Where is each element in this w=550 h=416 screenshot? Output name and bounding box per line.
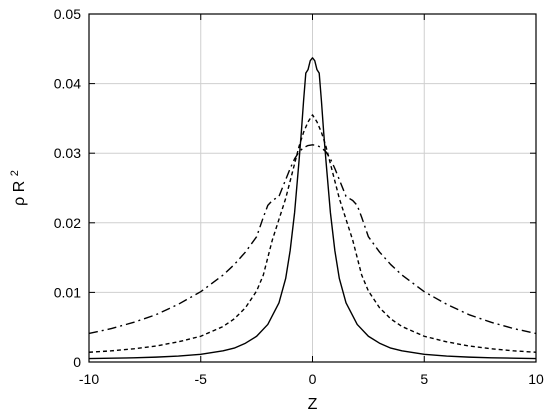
x-tick-label: -5 [195, 371, 208, 387]
y-axis-label-base: ρ R [11, 181, 28, 206]
x-tick-label: 5 [420, 371, 428, 387]
y-tick-label: 0.01 [54, 284, 81, 300]
grid-lines [89, 14, 536, 362]
series-line-dashed [88, 114, 537, 353]
x-tick-label: 10 [528, 371, 544, 387]
y-tick-labels: 0 0.01 0.02 0.03 0.04 0.05 [54, 6, 81, 370]
tick-marks [88, 13, 537, 363]
x-tick-labels: -10 -5 0 5 10 [79, 371, 544, 387]
x-tick-label: -10 [79, 371, 99, 387]
y-tick-label: 0.03 [54, 145, 81, 161]
y-tick-label: 0.05 [54, 6, 81, 22]
y-axis-label-superscript: 2 [9, 170, 21, 176]
y-tick-label: 0 [73, 354, 81, 370]
series-line-dash-dot [88, 144, 537, 335]
y-tick-label: 0.02 [54, 215, 81, 231]
y-axis-label: ρ R 2 [9, 170, 28, 206]
x-axis-label: Z [308, 396, 318, 413]
x-tick-label: 0 [309, 371, 317, 387]
series-layer [88, 57, 537, 360]
y-tick-label: 0.04 [54, 76, 81, 92]
series-line-solid [88, 57, 537, 360]
